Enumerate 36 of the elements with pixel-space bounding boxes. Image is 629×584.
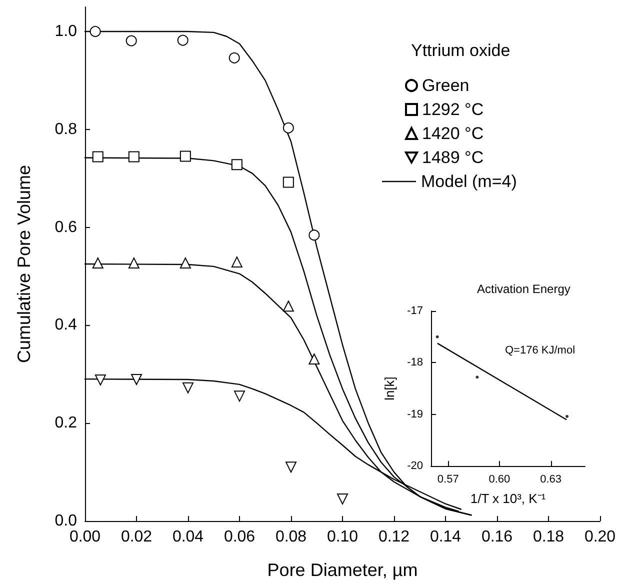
- x-tick-label: 0.57: [437, 474, 459, 486]
- x-tick-label: 0.60: [488, 474, 510, 486]
- x-axis-title: Pore Diameter, µm: [267, 560, 418, 580]
- x-tick-label: 0.12: [378, 528, 410, 546]
- legend-title: Yttrium oxide: [411, 41, 510, 60]
- y-tick-label: -17: [407, 305, 423, 317]
- y-tick-label: 0.0: [54, 512, 78, 530]
- x-tick-label: 0.04: [172, 528, 204, 546]
- x-tick-label: 0.06: [224, 528, 256, 546]
- legend-label: Green: [422, 76, 470, 95]
- x-tick-label: 0.14: [430, 528, 462, 546]
- y-tick-label: -19: [407, 408, 423, 420]
- y-tick-label: -20: [407, 460, 423, 472]
- annotation: Q=176 KJ/mol: [505, 344, 576, 356]
- y-tick-label: 1.0: [54, 22, 78, 40]
- y-axis-title: Cumulative Pore Volume: [14, 164, 34, 364]
- x-tick-label: 0.08: [275, 528, 307, 546]
- y-tick-label: 0.2: [54, 414, 78, 432]
- x-tick-label: 0.00: [69, 528, 101, 546]
- y-tick-label: 0.6: [54, 218, 78, 236]
- chart-title: Activation Energy: [477, 282, 570, 296]
- legend-label: 1420 °C: [422, 124, 484, 143]
- legend-label: 1292 °C: [422, 100, 484, 119]
- x-tick-label: 0.10: [326, 528, 358, 546]
- legend-label: Model (m=4): [421, 172, 517, 191]
- y-tick-label: 0.8: [54, 120, 78, 138]
- y-tick-label: 0.4: [54, 316, 78, 334]
- x-tick-label: 0.16: [481, 528, 513, 546]
- x-tick-label: 0.18: [532, 528, 564, 546]
- x-tick-label: 0.63: [540, 474, 562, 486]
- legend-label: 1489 °C: [422, 148, 484, 167]
- y-tick-label: -18: [407, 356, 423, 369]
- x-axis-title: 1/T x 10³, K⁻¹: [470, 491, 546, 506]
- y-axis-title: ln[k]: [382, 376, 398, 400]
- x-tick-label: 0.20: [584, 528, 616, 546]
- x-tick-label: 0.02: [120, 528, 152, 546]
